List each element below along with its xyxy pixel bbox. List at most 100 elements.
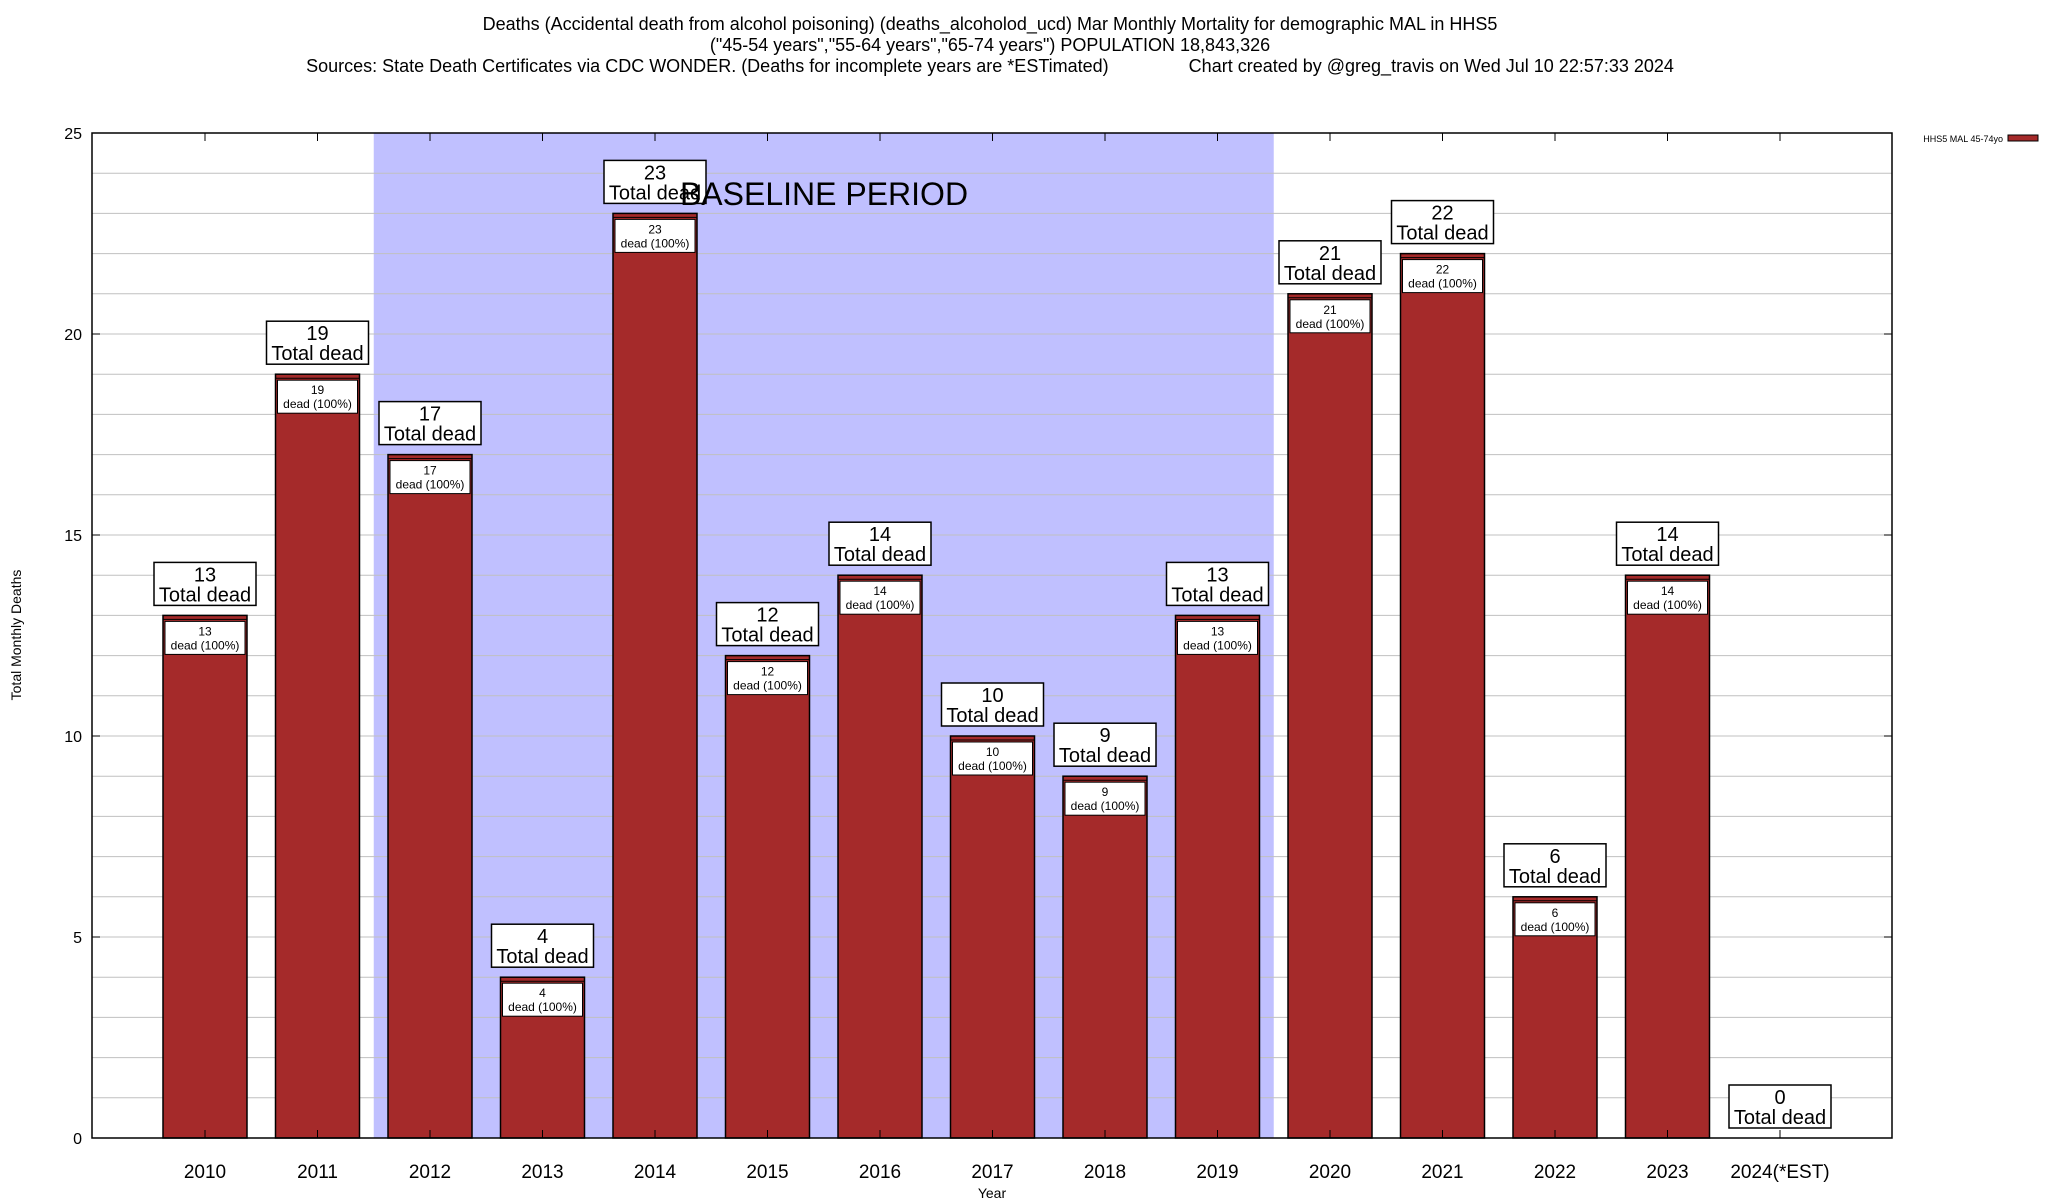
title-line-1: Deaths (Accidental death from alcohol po… xyxy=(483,14,1498,35)
total-dead-label: Total dead xyxy=(1734,1107,1826,1129)
inner-percent-label: dead (100%) xyxy=(508,1000,577,1014)
total-dead-label: Total dead xyxy=(1509,866,1601,888)
total-value-label: 13 xyxy=(1206,564,1228,586)
y-axis-label: Total Monthly Deaths xyxy=(8,570,24,701)
inner-label-box xyxy=(1627,580,1708,615)
bar xyxy=(1287,293,1373,1139)
inner-value-label: 10 xyxy=(986,745,1000,759)
inner-label-box xyxy=(164,620,246,655)
total-value-label: 13 xyxy=(194,564,216,586)
baseline-period-label: BASELINE PERIOD xyxy=(680,176,968,212)
bar xyxy=(274,373,361,1139)
inner-label-box xyxy=(727,661,808,696)
inner-value-label: 4 xyxy=(539,986,546,1000)
inner-label-box xyxy=(502,982,583,1017)
inner-value-label: 17 xyxy=(423,464,437,478)
inner-percent-label: dead (100%) xyxy=(846,598,915,612)
bar xyxy=(1174,614,1261,1139)
total-label-box xyxy=(603,159,707,205)
inner-label-box xyxy=(952,741,1033,776)
inner-label-box xyxy=(1514,902,1596,937)
inner-value-label: 12 xyxy=(761,665,775,679)
inner-percent-label: dead (100%) xyxy=(733,679,802,693)
total-value-label: 17 xyxy=(419,404,441,426)
total-label-box xyxy=(1728,1084,1832,1129)
total-value-label: 22 xyxy=(1431,203,1453,225)
inner-value-label: 22 xyxy=(1436,263,1450,277)
inner-value-label: 13 xyxy=(198,624,212,638)
inner-value-label: 9 xyxy=(1102,785,1109,799)
inner-percent-label: dead (100%) xyxy=(1071,799,1140,813)
total-value-label: 21 xyxy=(1319,243,1341,265)
total-value-label: 23 xyxy=(644,162,666,184)
inner-percent-label: dead (100%) xyxy=(621,236,690,250)
inner-percent-label: dead (100%) xyxy=(171,638,240,652)
inner-label-box xyxy=(389,460,471,495)
x-tick-label: 2017 xyxy=(971,1162,1013,1183)
total-dead-label: Total dead xyxy=(1059,745,1151,767)
bar xyxy=(1399,252,1486,1139)
inner-label-box xyxy=(1402,259,1483,294)
x-tick-label: 2018 xyxy=(1084,1162,1126,1183)
inner-percent-label: dead (100%) xyxy=(1408,277,1477,291)
total-dead-label: Total dead xyxy=(1621,544,1713,566)
inner-value-label: 14 xyxy=(1661,584,1675,598)
total-dead-label: Total dead xyxy=(721,625,813,647)
total-dead-label: Total dead xyxy=(159,584,251,606)
inner-value-label: 6 xyxy=(1552,906,1559,920)
inner-percent-label: dead (100%) xyxy=(1183,638,1252,652)
total-value-label: 14 xyxy=(1656,524,1678,546)
x-tick-label: 2013 xyxy=(521,1162,563,1183)
x-tick-label: 2016 xyxy=(859,1162,901,1183)
total-value-label: 9 xyxy=(1099,725,1110,747)
bar xyxy=(837,574,923,1139)
legend-label: HHS5 MAL 45-74yo xyxy=(1923,134,2003,144)
bar xyxy=(1512,896,1598,1139)
legend: HHS5 MAL 45-74yo xyxy=(1923,134,2039,144)
x-tick-label: 2020 xyxy=(1309,1162,1351,1183)
x-tick-label: 2014 xyxy=(634,1162,677,1183)
total-label-box xyxy=(1053,722,1157,767)
total-label-box xyxy=(1278,240,1382,285)
inner-percent-label: dead (100%) xyxy=(283,397,352,411)
total-label-box xyxy=(1615,521,1720,566)
x-tick-label: 2011 xyxy=(297,1162,338,1183)
inner-label-box xyxy=(614,218,696,253)
bar xyxy=(162,614,248,1139)
title-line-3: Sources: State Death Certificates via CD… xyxy=(306,56,1674,77)
inner-percent-label: dead (100%) xyxy=(1521,920,1590,934)
bar xyxy=(949,735,1036,1139)
total-label-box xyxy=(715,601,820,647)
total-dead-label: Total dead xyxy=(496,946,588,968)
total-dead-label: Total dead xyxy=(271,343,363,365)
inner-value-label: 19 xyxy=(311,383,325,397)
inner-value-label: 14 xyxy=(873,584,887,598)
total-dead-label: Total dead xyxy=(1396,223,1488,245)
y-tick-label: 0 xyxy=(73,1131,82,1148)
x-tick-label: 2022 xyxy=(1534,1162,1576,1183)
x-tick-label: 2015 xyxy=(746,1162,788,1183)
inner-label-box xyxy=(1177,620,1258,655)
total-label-box xyxy=(378,400,482,446)
y-tick-label: 25 xyxy=(64,126,82,143)
inner-label-box xyxy=(1289,299,1371,334)
bar xyxy=(1062,775,1148,1139)
inner-percent-label: dead (100%) xyxy=(1296,317,1365,331)
total-label-box xyxy=(1503,843,1607,888)
x-tick-label: 2023 xyxy=(1646,1162,1688,1183)
total-value-label: 0 xyxy=(1774,1087,1785,1109)
total-value-label: 6 xyxy=(1549,846,1560,868)
inner-value-label: 13 xyxy=(1211,624,1225,638)
inner-label-box xyxy=(839,580,921,615)
